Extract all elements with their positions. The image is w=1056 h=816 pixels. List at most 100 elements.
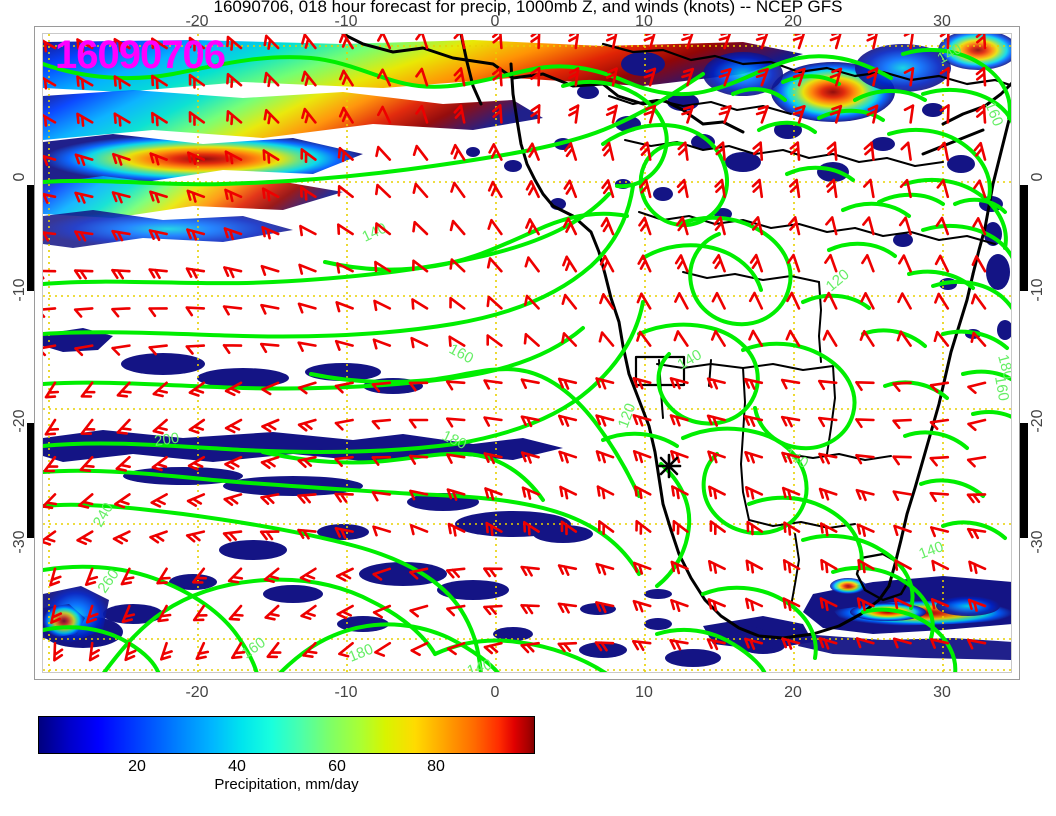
wind-barb	[789, 141, 801, 161]
wind-barb	[530, 104, 541, 124]
wind-barb	[486, 295, 503, 310]
wind-barb	[826, 178, 838, 199]
wind-barb	[866, 67, 879, 87]
wind-barb	[930, 638, 950, 649]
colorbar[interactable]	[38, 716, 535, 754]
wind-barb	[446, 641, 466, 656]
wind-barb	[568, 67, 580, 87]
wind-barb	[900, 141, 912, 161]
wind-barb	[822, 329, 838, 347]
wind-barb	[151, 111, 168, 127]
wind-barb	[260, 493, 280, 505]
wind-barb	[975, 34, 987, 50]
map-svg: 140 160 180 200 240 260 180 140 160 140 …	[43, 34, 1011, 672]
wind-barb	[598, 331, 615, 347]
wind-barb	[300, 148, 317, 163]
wind-barb	[933, 330, 950, 347]
wind-barb	[449, 296, 466, 310]
wind-barb	[562, 217, 578, 236]
wind-barb	[374, 641, 392, 657]
wind-barb	[372, 567, 392, 581]
wind-barb	[520, 415, 540, 428]
timestamp-watermark: 16090706	[55, 33, 226, 77]
wind-barb-layer	[43, 34, 987, 662]
wind-barb	[185, 267, 206, 279]
top-tick-5: 30	[933, 13, 951, 30]
wind-barb	[408, 454, 429, 465]
wind-barb	[222, 530, 243, 542]
wind-barb	[751, 178, 764, 199]
wind-barb	[409, 567, 429, 580]
wind-barb	[486, 334, 503, 347]
wind-barb	[557, 564, 578, 576]
wind-barb	[559, 485, 578, 500]
wind-barb	[787, 253, 801, 273]
wind-barb	[903, 67, 915, 87]
wind-barb	[261, 418, 280, 433]
wind-barb	[967, 418, 987, 432]
wind-barb	[708, 485, 726, 500]
wind-barb	[967, 381, 987, 394]
wind-barb	[297, 455, 317, 468]
wind-barb	[903, 104, 915, 124]
wind-barb	[820, 559, 838, 574]
wind-barb	[260, 264, 280, 276]
wind-barb	[855, 454, 875, 465]
wind-barb	[450, 181, 466, 199]
wind-barb	[263, 71, 280, 88]
wind-barb	[601, 179, 615, 199]
wind-barb	[863, 178, 875, 199]
wind-barb	[111, 307, 131, 318]
wind-barb	[856, 523, 875, 537]
wind-barb	[377, 68, 392, 87]
wind-barb	[487, 218, 503, 236]
wind-barb	[120, 567, 135, 586]
wind-barb	[707, 598, 726, 612]
wind-barb	[855, 637, 875, 649]
wind-barb	[150, 493, 168, 508]
wind-barb	[260, 455, 280, 469]
wind-barb	[409, 524, 429, 536]
wind-barb	[934, 292, 950, 310]
wind-barb	[372, 338, 392, 350]
wind-barb	[151, 455, 168, 472]
wind-barb	[334, 455, 354, 467]
wind-barb	[186, 189, 206, 203]
wind-barb	[84, 567, 99, 586]
wind-barb	[44, 418, 60, 436]
wind-barb	[447, 522, 466, 537]
wind-barb	[453, 67, 466, 87]
contour-label: 160	[991, 375, 1011, 403]
wind-barb	[967, 598, 987, 612]
wind-barb	[334, 492, 354, 503]
wind-barb	[557, 602, 578, 614]
wind-barb	[898, 216, 912, 236]
wind-barb	[560, 520, 578, 536]
wind-barb	[973, 179, 987, 199]
wind-barb	[744, 637, 764, 650]
wind-barb	[412, 144, 429, 161]
wind-barb	[677, 141, 689, 161]
wind-barb	[929, 418, 950, 431]
wind-barb	[643, 67, 657, 87]
wind-barb	[939, 34, 950, 50]
wind-barb	[826, 141, 838, 161]
wind-barb	[446, 604, 466, 617]
wind-barb	[111, 344, 131, 356]
top-tick-1: -10	[334, 13, 358, 30]
wind-barb	[712, 254, 726, 273]
colorbar-tick-80: 80	[427, 758, 445, 775]
wind-barb	[195, 641, 210, 660]
map-canvas[interactable]: 140 160 180 200 240 260 180 140 160 140 …	[43, 34, 1011, 672]
wind-barb	[226, 35, 243, 51]
wind-barb	[860, 292, 875, 310]
colorbar-label: Precipitation, mm/day	[214, 776, 359, 793]
coastline-layer	[341, 34, 1011, 640]
plot-area[interactable]: 140 160 180 200 240 260 180 140 160 140 …	[42, 33, 1012, 673]
wind-barb	[488, 143, 503, 161]
wind-barb	[939, 66, 950, 87]
wind-barb	[713, 216, 726, 236]
wind-barb	[523, 333, 540, 347]
colorbar-gradient	[38, 716, 535, 754]
wind-barb	[935, 216, 950, 236]
